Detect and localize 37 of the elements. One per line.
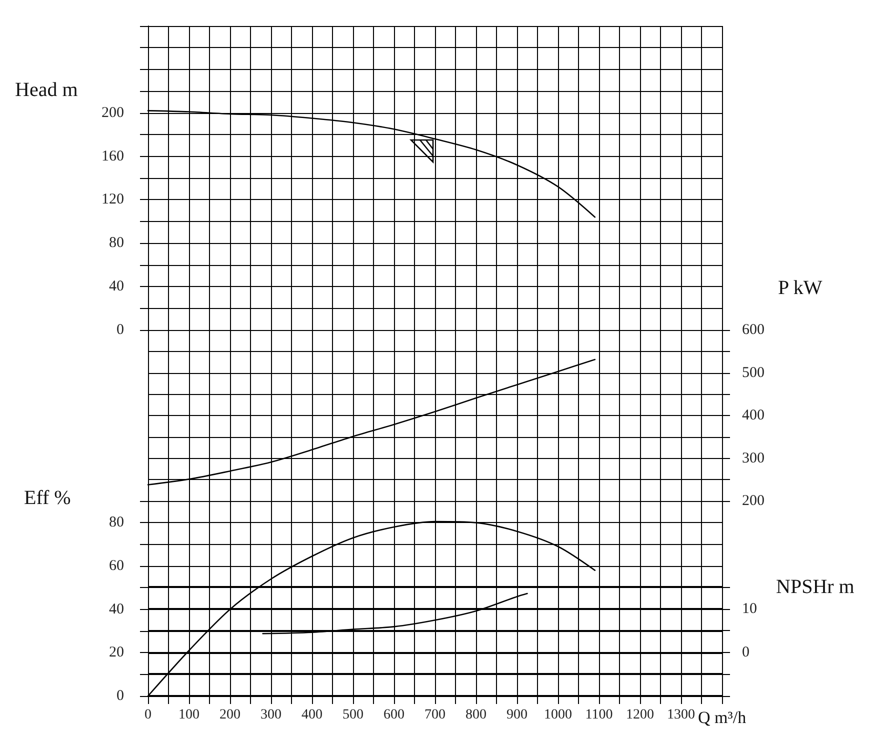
y2-tick-label: 400	[742, 408, 764, 424]
y-tick-label: 40	[109, 601, 124, 618]
y2-tick-label: 300	[742, 450, 764, 466]
y2-tick-label: 600	[742, 322, 764, 338]
x-tick-label: 100	[178, 708, 200, 722]
x-tick-label: 500	[342, 708, 364, 722]
x-tick-label: 400	[302, 708, 322, 722]
x-tick-label: 200	[220, 708, 240, 722]
x-tick-label: 1300	[667, 708, 695, 722]
y2-tick-label: 200	[742, 493, 764, 509]
y-tick-label: 80	[109, 235, 124, 252]
x-tick-label: 1200	[626, 708, 654, 722]
y2-axis-title: P kW	[778, 277, 822, 299]
y-tick-label: 80	[109, 514, 124, 531]
y-tick-label: 120	[102, 192, 124, 208]
y-tick-label: 200	[102, 104, 124, 121]
y2-tick-label: 500	[742, 364, 764, 381]
y-tick-label: 20	[109, 644, 124, 661]
y-tick-label: 160	[102, 148, 124, 164]
x-tick-label: 1100	[585, 708, 613, 722]
x-tick-label: 800	[466, 708, 486, 722]
y2-axis-title: NPSHr m	[776, 576, 855, 598]
y-tick-label: 40	[109, 278, 124, 295]
y-tick-label: 0	[116, 322, 124, 338]
y2-tick-label: 10	[742, 600, 757, 617]
y-axis-title: Head m	[15, 79, 78, 101]
x-tick-label: 700	[424, 708, 446, 722]
x-tick-label: 0	[144, 708, 152, 722]
x-tick-label: 900	[506, 708, 528, 722]
y-axis-title: Eff %	[24, 487, 71, 509]
x-tick-label: 600	[384, 708, 404, 722]
y2-tick-label: 0	[742, 644, 750, 660]
y-tick-label: 60	[109, 558, 124, 574]
y-tick-label: 0	[116, 688, 124, 704]
x-tick-label: 300	[260, 708, 282, 722]
x-axis-title: Q m³/h	[698, 708, 747, 727]
x-tick-label: 1000	[544, 708, 572, 722]
